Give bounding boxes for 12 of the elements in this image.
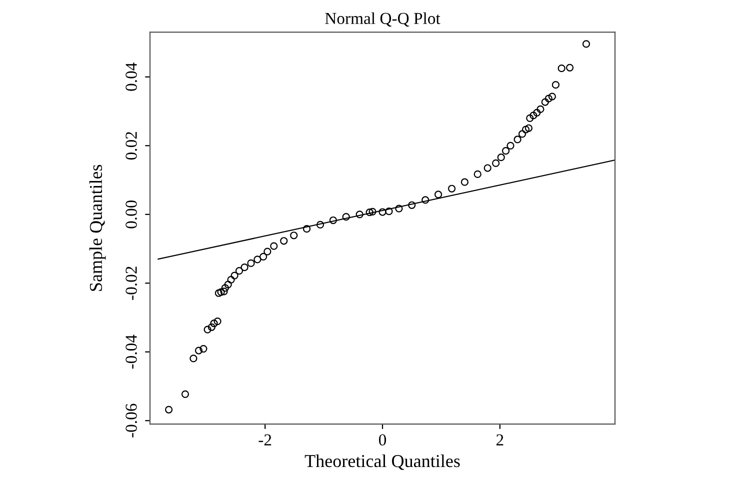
y-tick-label: 0.04 <box>126 62 137 91</box>
x-tick-label: 2 <box>496 434 504 446</box>
y-axis-title: Sample Quantiles <box>89 164 106 291</box>
y-tick-label: -0.04 <box>126 334 137 369</box>
x-tick-label: 0 <box>378 434 386 446</box>
x-axis-title: Theoretical Quantiles <box>304 454 460 470</box>
y-tick-label: 0.00 <box>126 200 137 228</box>
y-tick-label: -0.02 <box>126 266 137 300</box>
chart-title: Normal Q-Q Plot <box>325 12 440 27</box>
x-tick-label: -2 <box>258 434 272 446</box>
y-tick-label: -0.06 <box>126 404 137 438</box>
y-tick-label: 0.02 <box>126 132 137 160</box>
